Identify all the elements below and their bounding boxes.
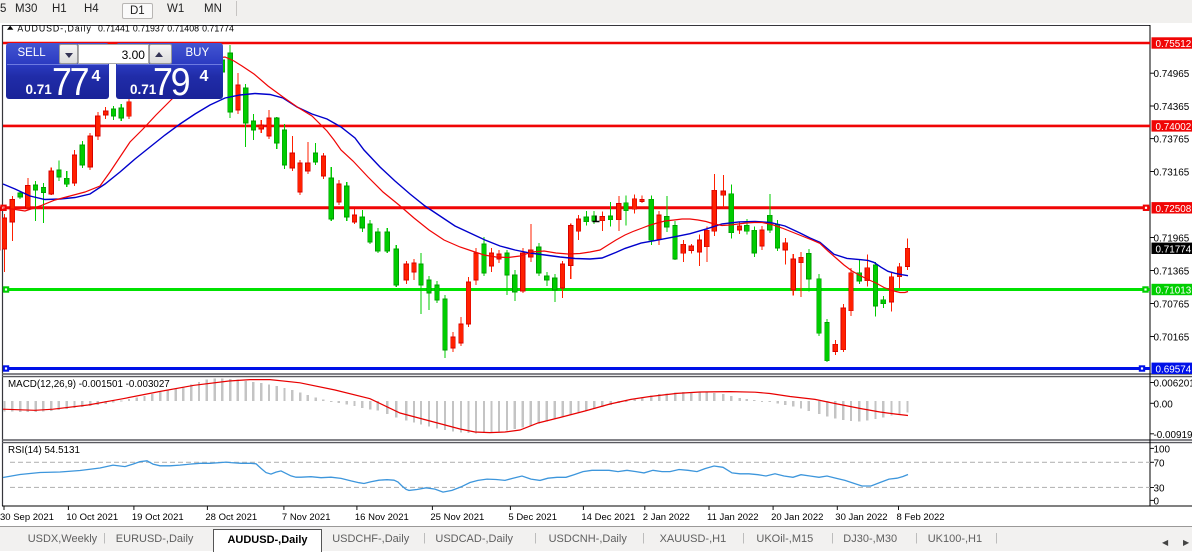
svg-text:7 Nov 2021: 7 Nov 2021: [282, 512, 331, 523]
svg-text:28 Oct 2021: 28 Oct 2021: [205, 512, 257, 523]
svg-text:-0.009197: -0.009197: [1154, 430, 1192, 441]
svg-text:16 Nov 2021: 16 Nov 2021: [355, 512, 409, 523]
svg-text:19 Oct 2021: 19 Oct 2021: [132, 512, 184, 523]
svg-text:100: 100: [1154, 444, 1171, 455]
svg-text:0.73165: 0.73165: [1154, 168, 1190, 179]
svg-text:0.74365: 0.74365: [1154, 102, 1190, 113]
svg-text:70: 70: [1154, 458, 1165, 469]
svg-text:25 Nov 2021: 25 Nov 2021: [430, 512, 484, 523]
svg-text:0.74965: 0.74965: [1154, 69, 1190, 80]
svg-text:MACD(12,26,9) -0.001501 -0.003: MACD(12,26,9) -0.001501 -0.003027: [8, 379, 170, 390]
svg-text:0.71774: 0.71774: [1156, 244, 1192, 255]
svg-text:0.71774: 0.71774: [202, 24, 234, 34]
svg-text:0.73765: 0.73765: [1154, 135, 1190, 146]
svg-text:10 Oct 2021: 10 Oct 2021: [66, 512, 118, 523]
svg-text:0: 0: [1154, 496, 1160, 507]
svg-text:0.70165: 0.70165: [1154, 333, 1190, 344]
svg-text:30: 30: [1154, 484, 1165, 495]
svg-text:2 Jan 2022: 2 Jan 2022: [643, 512, 690, 523]
svg-text:5 Dec 2021: 5 Dec 2021: [508, 512, 557, 523]
svg-text:11 Jan 2022: 11 Jan 2022: [707, 512, 759, 523]
svg-text:0.69574: 0.69574: [1156, 364, 1192, 375]
svg-text:30 Jan 2022: 30 Jan 2022: [835, 512, 887, 523]
svg-text:0.71365: 0.71365: [1154, 267, 1190, 278]
svg-text:0.72508: 0.72508: [1156, 204, 1192, 215]
svg-text:30 Sep 2021: 30 Sep 2021: [0, 512, 54, 523]
svg-text:RSI(14) 54.5131: RSI(14) 54.5131: [8, 445, 80, 456]
svg-text:0.006201: 0.006201: [1154, 379, 1192, 390]
svg-text:0.71441: 0.71441: [98, 24, 130, 34]
svg-text:0.70765: 0.70765: [1154, 300, 1190, 311]
svg-text:0.75512: 0.75512: [1156, 39, 1192, 50]
svg-text:0.71408: 0.71408: [167, 24, 199, 34]
svg-text:0.71013: 0.71013: [1156, 286, 1192, 297]
svg-text:8 Feb 2022: 8 Feb 2022: [897, 512, 945, 523]
svg-text:20 Jan 2022: 20 Jan 2022: [771, 512, 823, 523]
svg-text:0.74002: 0.74002: [1156, 122, 1192, 133]
svg-text:0.00: 0.00: [1154, 399, 1174, 410]
svg-text:14 Dec 2021: 14 Dec 2021: [581, 512, 635, 523]
svg-text:0.71937: 0.71937: [133, 24, 165, 34]
svg-text:AUDUSD-,Daily: AUDUSD-,Daily: [17, 24, 91, 34]
